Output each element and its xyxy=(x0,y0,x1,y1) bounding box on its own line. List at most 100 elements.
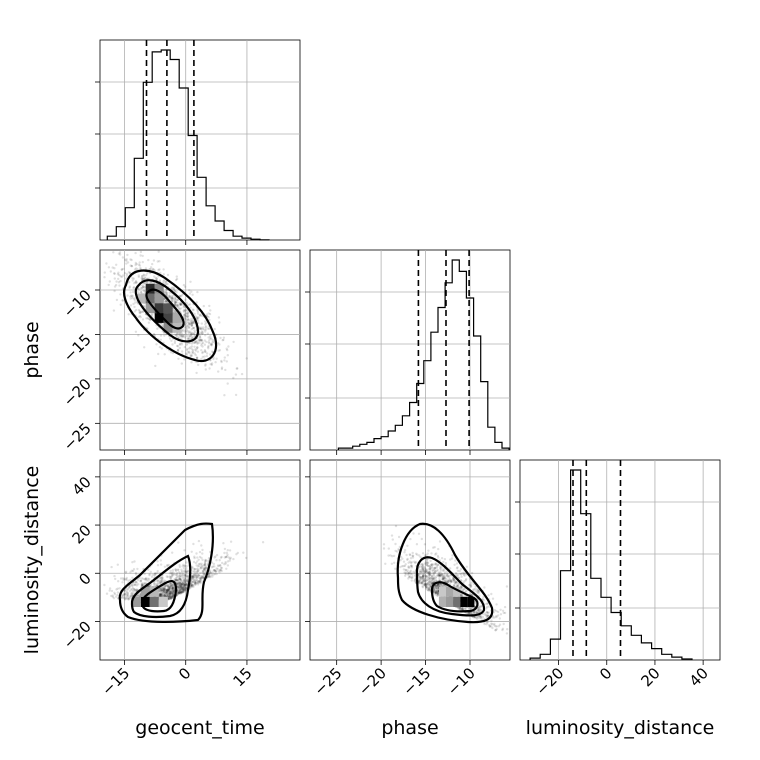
sample-point xyxy=(172,584,175,587)
sample-point xyxy=(121,577,125,580)
sample-point xyxy=(183,586,186,589)
sample-point xyxy=(184,322,187,326)
sample-point xyxy=(158,581,162,584)
sample-point xyxy=(111,266,114,269)
sample-point xyxy=(170,299,173,303)
sample-point xyxy=(203,572,206,575)
sample-point xyxy=(161,591,164,594)
sample-point xyxy=(190,323,194,326)
sample-point xyxy=(164,594,167,597)
sample-point xyxy=(170,585,173,588)
sample-point xyxy=(424,584,427,587)
sample-point xyxy=(141,310,145,313)
sample-point xyxy=(181,586,184,589)
sample-point xyxy=(428,588,431,591)
sample-point xyxy=(488,623,491,627)
sample-point xyxy=(173,301,176,304)
sample-point xyxy=(163,587,167,591)
sample-point xyxy=(490,622,493,625)
density-cell xyxy=(154,313,164,323)
sample-point xyxy=(142,289,146,292)
sample-point xyxy=(181,570,184,573)
sample-point xyxy=(166,273,170,277)
sample-point xyxy=(182,309,185,312)
sample-point xyxy=(423,583,426,587)
sample-point xyxy=(403,571,406,574)
sample-point xyxy=(434,566,437,570)
sample-point xyxy=(201,575,204,579)
sample-point xyxy=(390,534,394,537)
sample-point xyxy=(387,554,390,557)
sample-point xyxy=(433,591,436,594)
sample-point xyxy=(165,588,168,592)
sample-point xyxy=(403,549,407,552)
sample-point xyxy=(382,543,386,546)
sample-point xyxy=(225,551,228,554)
sample-point xyxy=(170,583,174,587)
sample-point xyxy=(165,592,168,595)
sample-point xyxy=(223,551,226,555)
sample-point xyxy=(172,308,176,311)
sample-point xyxy=(166,585,169,588)
sample-point xyxy=(459,607,462,611)
sample-point xyxy=(161,589,164,593)
sample-point xyxy=(422,583,425,586)
sample-point xyxy=(130,569,133,572)
sample-point xyxy=(199,313,202,316)
sample-point xyxy=(120,268,124,271)
sample-point xyxy=(210,573,213,576)
sample-point xyxy=(189,335,192,338)
sample-point xyxy=(164,591,167,594)
sample-point xyxy=(165,590,168,593)
sample-point xyxy=(186,337,189,340)
sample-point xyxy=(203,350,207,353)
sample-point xyxy=(158,345,162,349)
sample-point xyxy=(427,575,430,578)
sample-point xyxy=(187,350,191,353)
sample-point xyxy=(436,584,439,588)
density-cell xyxy=(453,586,461,597)
sample-point xyxy=(129,578,132,582)
sample-point xyxy=(449,579,453,582)
sample-point xyxy=(405,553,408,557)
sample-point xyxy=(107,283,110,287)
sample-point xyxy=(424,570,427,573)
sample-point xyxy=(166,584,169,588)
sample-point xyxy=(225,347,228,350)
sample-point xyxy=(141,285,145,289)
sample-point xyxy=(235,367,238,370)
sample-point xyxy=(142,273,145,276)
sample-point xyxy=(431,577,434,580)
sample-point xyxy=(168,294,171,298)
sample-point xyxy=(189,333,193,336)
sample-point xyxy=(221,561,224,565)
density-cell xyxy=(158,596,168,607)
sample-point xyxy=(495,628,498,631)
sample-point xyxy=(180,303,183,306)
sample-point xyxy=(472,589,475,592)
sample-point xyxy=(134,580,137,584)
sample-point xyxy=(418,579,421,582)
sample-point xyxy=(178,581,181,584)
sample-point xyxy=(408,553,411,556)
sample-point xyxy=(421,575,425,579)
sample-point xyxy=(172,287,175,290)
sample-point xyxy=(432,577,435,580)
sample-point xyxy=(240,372,244,376)
sample-point xyxy=(168,586,171,589)
sample-point xyxy=(423,578,426,582)
sample-point xyxy=(179,334,182,337)
sample-point xyxy=(207,341,210,344)
sample-point xyxy=(242,551,245,554)
sample-point xyxy=(207,559,210,562)
contour-inner xyxy=(430,581,479,613)
sample-point xyxy=(183,336,187,339)
sample-point xyxy=(182,585,186,588)
sample-point xyxy=(437,556,440,559)
sample-point xyxy=(176,593,179,596)
sample-point xyxy=(437,584,440,587)
sample-point xyxy=(176,583,179,586)
sample-point xyxy=(198,313,201,316)
sample-point xyxy=(454,582,457,585)
sample-point xyxy=(134,263,137,267)
